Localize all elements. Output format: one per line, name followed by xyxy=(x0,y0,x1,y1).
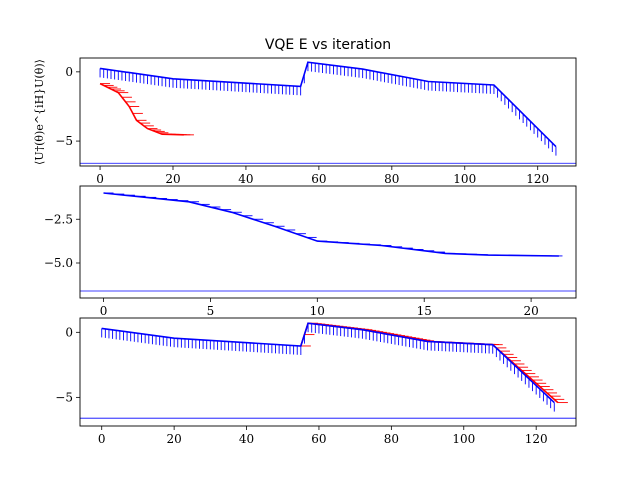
x-tick-label: 120 xyxy=(525,432,548,446)
x-tick-label: 5 xyxy=(207,304,215,318)
chart-title: VQE E vs iteration xyxy=(265,37,391,53)
x-tick-label: 40 xyxy=(239,432,254,446)
plot-frame xyxy=(79,185,577,299)
series-line-1 xyxy=(103,192,559,257)
x-tick-label: 80 xyxy=(384,432,399,446)
x-tick-label: 20 xyxy=(523,304,538,318)
x-tick-label: 60 xyxy=(311,432,326,446)
plot-frame xyxy=(79,57,577,167)
panels: 0 20 40 60 80 100 120 0 −5 0 5 10 15 20 −2.5 −5.0 0 20 40 6… xyxy=(44,57,577,446)
x-tick-label: 0 xyxy=(98,432,106,446)
x-tick-label: 80 xyxy=(384,172,399,186)
x-tick-label: 40 xyxy=(238,172,253,186)
y-tick-label: −5.0 xyxy=(44,256,73,270)
panel-1: 0 20 40 60 80 100 120 0 −5 xyxy=(55,57,577,186)
series-line-1 xyxy=(99,61,557,148)
series-line-2 xyxy=(101,322,555,404)
x-tick-label: 20 xyxy=(165,172,180,186)
x-tick-label: 0 xyxy=(96,172,104,186)
series-line-1 xyxy=(300,322,559,404)
series-line-2 xyxy=(99,82,184,136)
x-tick-label: 15 xyxy=(417,304,432,318)
plot-frame xyxy=(79,317,577,427)
x-tick-label: 60 xyxy=(311,172,326,186)
x-tick-label: 100 xyxy=(452,432,475,446)
y-tick-label: −2.5 xyxy=(44,212,73,226)
y-tick-label: −5 xyxy=(55,134,73,148)
y-tick-label: 0 xyxy=(65,65,73,79)
x-tick-label: 100 xyxy=(453,172,476,186)
y-tick-label: 0 xyxy=(65,325,73,339)
x-tick-label: 0 xyxy=(100,304,108,318)
x-tick-label: 10 xyxy=(310,304,325,318)
y-tick-label: −5 xyxy=(55,390,73,404)
x-tick-label: 120 xyxy=(526,172,549,186)
x-tick-label: 20 xyxy=(166,432,181,446)
panel-2: 0 5 10 15 20 −2.5 −5.0 xyxy=(44,185,577,318)
panel-3: 0 20 40 60 80 100 120 0 −5 xyxy=(55,317,577,446)
y-axis-label: ⟨U†(θ)e^{iH}U(θ)⟩ xyxy=(33,59,46,165)
